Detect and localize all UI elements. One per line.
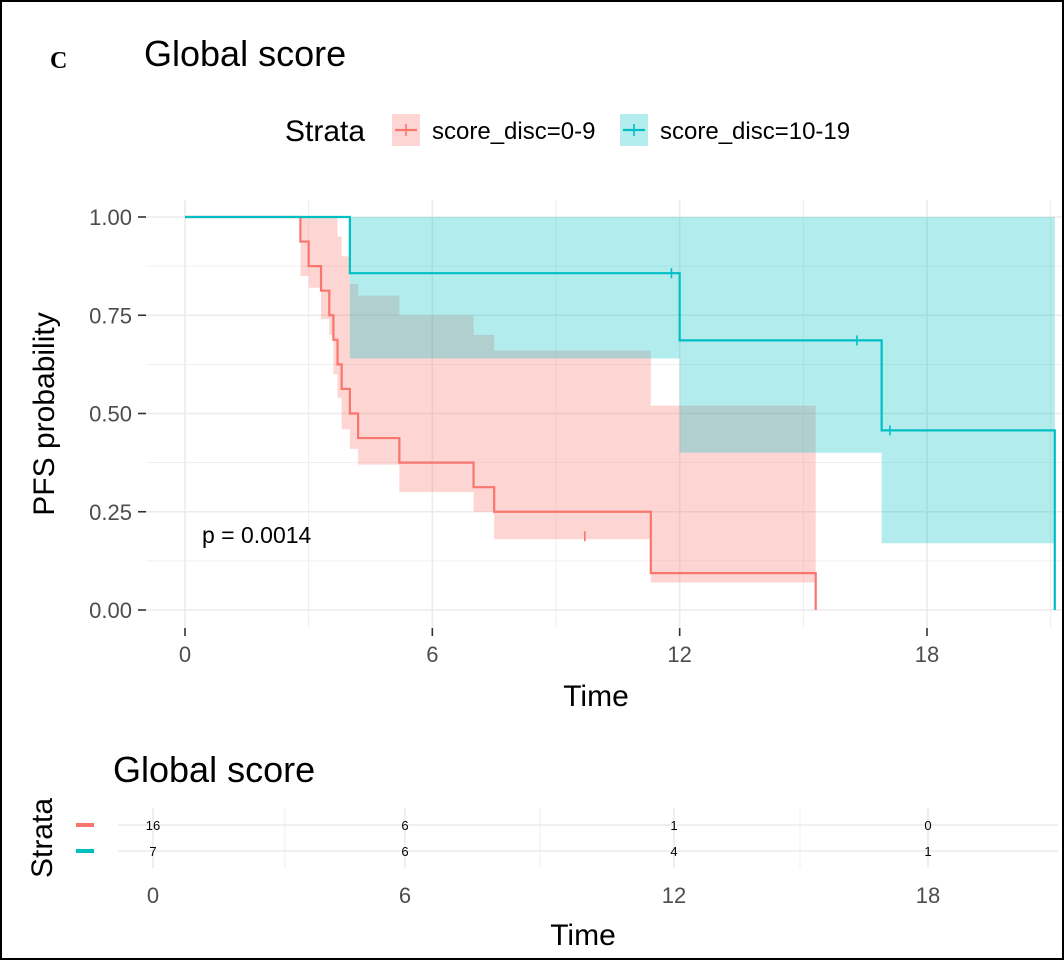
risk-table-title: Global score	[113, 749, 315, 790]
x-tick-label: 18	[915, 642, 939, 667]
y-axis-title: PFS probability	[28, 312, 61, 515]
legend-title: Strata	[285, 115, 365, 148]
x-tick-label: 0	[179, 642, 191, 667]
table-x-tick-label: 18	[916, 883, 940, 908]
risk-table-cell: 0	[924, 818, 931, 833]
y-tick-label: 0.00	[89, 598, 132, 623]
ci-band-series-2	[185, 217, 1055, 544]
survival-line-series-1	[185, 215, 817, 610]
risk-table-cell: 16	[146, 818, 160, 833]
risk-table-cell: 4	[670, 844, 677, 859]
risk-table-cell: 7	[149, 844, 156, 859]
table-y-axis-title: Strata	[26, 798, 59, 878]
y-tick-label: 0.50	[89, 402, 132, 427]
table-x-tick-label: 0	[147, 883, 159, 908]
legend-label-2: score_disc=10-19	[660, 118, 850, 145]
risk-table-cell: 1	[924, 844, 931, 859]
x-tick-label: 6	[426, 642, 438, 667]
y-tick-label: 1.00	[89, 205, 132, 230]
ci-band-series-1	[185, 217, 816, 610]
y-tick-label: 0.25	[89, 500, 132, 525]
risk-table-cell: 6	[401, 818, 408, 833]
x-tick-label: 12	[667, 642, 691, 667]
table-x-tick-label: 12	[662, 883, 686, 908]
chart-title: Global score	[144, 33, 346, 74]
table-x-tick-label: 6	[399, 883, 411, 908]
p-value-annotation: p = 0.0014	[202, 522, 312, 548]
y-tick-label: 0.75	[89, 303, 132, 328]
table-x-axis-title: Time	[550, 919, 616, 952]
survival-line-series-2	[185, 215, 1056, 610]
legend-label-1: score_disc=0-9	[432, 118, 595, 145]
risk-table-cell: 6	[401, 844, 408, 859]
risk-table-cell: 1	[670, 818, 677, 833]
panel-letter: C	[50, 48, 67, 74]
x-axis-title: Time	[563, 680, 629, 713]
